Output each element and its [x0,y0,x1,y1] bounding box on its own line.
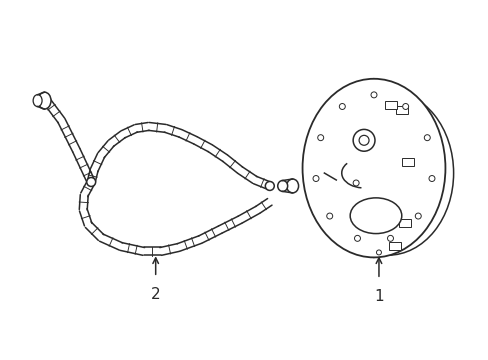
Bar [385,101,396,109]
Ellipse shape [312,176,318,181]
Bar [398,219,410,227]
Ellipse shape [326,213,332,219]
Ellipse shape [376,250,381,255]
Ellipse shape [286,179,298,193]
Ellipse shape [349,198,401,234]
Ellipse shape [414,213,420,219]
Ellipse shape [428,176,434,181]
Text: 1: 1 [373,289,383,304]
Ellipse shape [352,180,358,186]
Bar [395,106,407,114]
Ellipse shape [86,177,96,186]
Ellipse shape [33,95,42,107]
Ellipse shape [302,79,445,257]
Bar [388,242,400,250]
Ellipse shape [370,92,376,98]
Ellipse shape [358,135,368,145]
Ellipse shape [38,92,51,109]
Ellipse shape [424,135,429,141]
Ellipse shape [339,104,345,109]
Ellipse shape [277,180,287,192]
Ellipse shape [265,181,274,190]
Text: 2: 2 [151,287,160,302]
Bar [402,158,413,166]
Ellipse shape [317,135,323,141]
Ellipse shape [322,91,453,255]
Ellipse shape [354,235,360,241]
Ellipse shape [402,104,408,109]
Ellipse shape [386,235,393,241]
Ellipse shape [352,129,374,151]
